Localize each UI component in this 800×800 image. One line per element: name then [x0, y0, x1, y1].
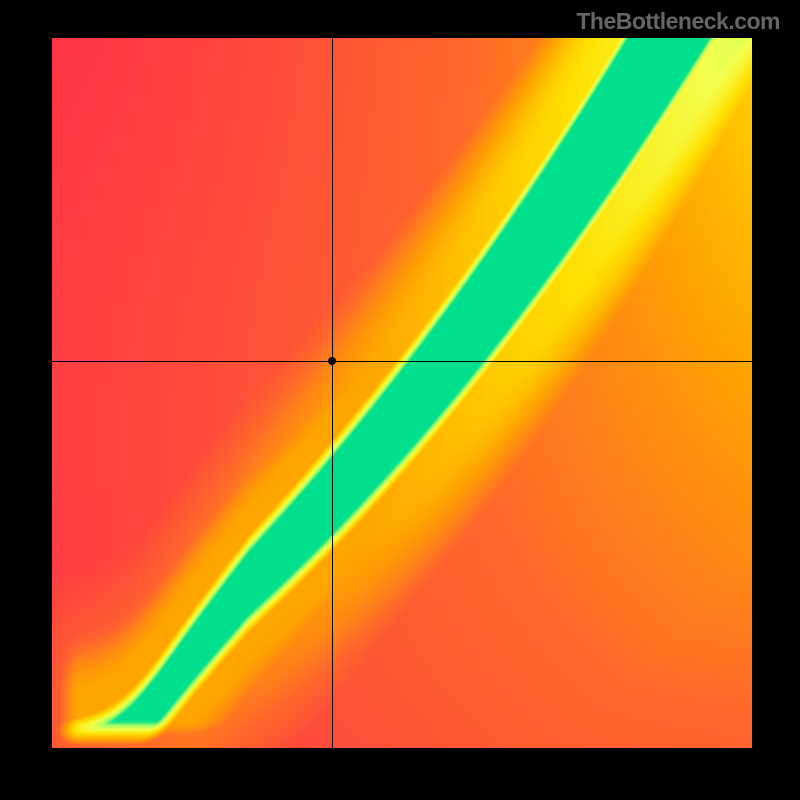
- watermark-text: TheBottleneck.com: [576, 8, 780, 35]
- crosshair-horizontal: [52, 361, 752, 362]
- heatmap-plot: [52, 38, 752, 748]
- crosshair-vertical: [332, 38, 333, 748]
- crosshair-marker: [328, 357, 336, 365]
- heatmap-canvas: [52, 38, 752, 748]
